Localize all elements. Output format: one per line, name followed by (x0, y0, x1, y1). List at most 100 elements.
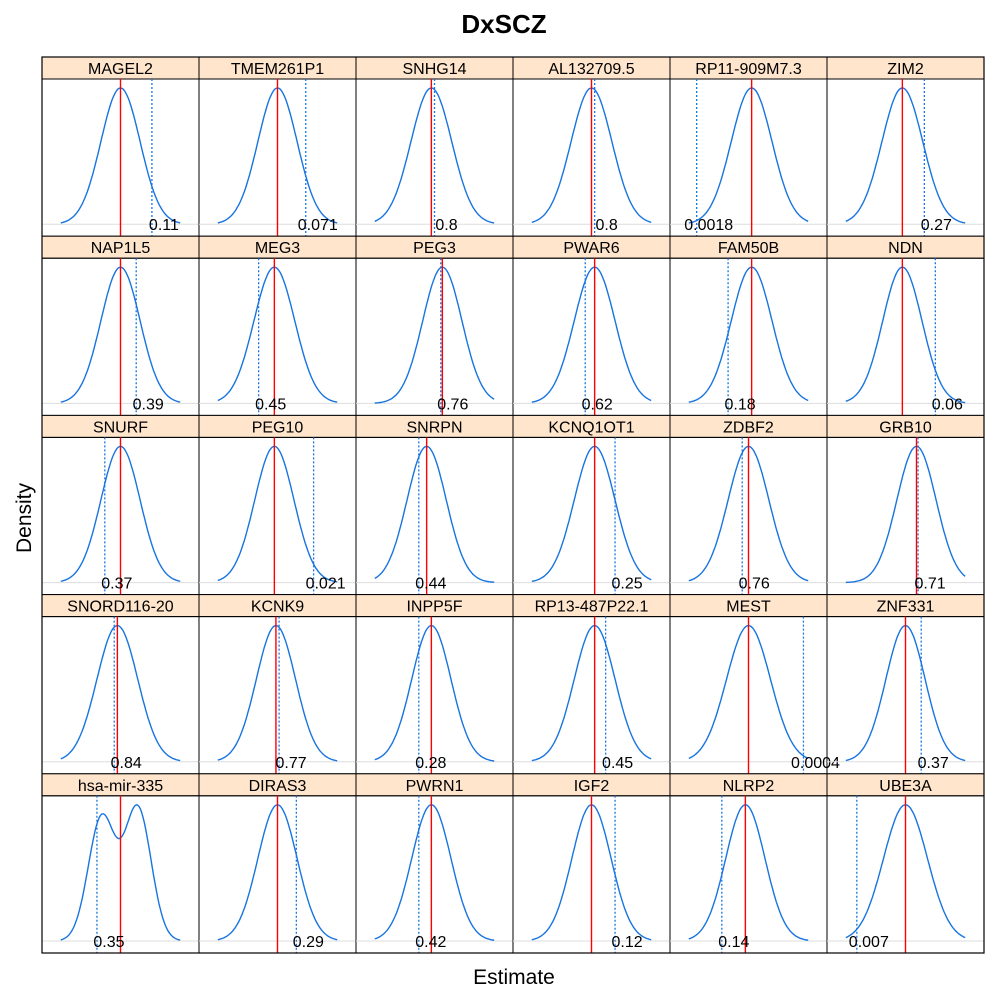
density-curve (374, 87, 495, 224)
panel-value-label: 0.28 (415, 755, 446, 772)
panel-strip-label: ZNF331 (877, 599, 935, 616)
panel-border (198, 257, 357, 416)
panel-value-label: 0.62 (582, 396, 613, 413)
panel-strip-label: SNHG14 (402, 61, 466, 78)
plot-frame (41, 56, 985, 954)
panel-grid: MAGEL20.11TMEM261P10.071SNHG140.8AL13270… (41, 56, 985, 954)
panel-value-label: 0.29 (293, 934, 324, 951)
panel-value-label: 0.0004 (791, 755, 840, 772)
density-curve (845, 266, 966, 404)
panel-value-label: 0.18 (725, 396, 756, 413)
density-curve (845, 445, 966, 584)
panel-KCNQ1OT1: KCNQ1OT1 0.25 (512, 414, 671, 596)
density-curve (217, 624, 338, 762)
density-curve (688, 266, 809, 403)
panel-value-label: 0.37 (918, 755, 949, 772)
panel-strip-label: GRB10 (879, 419, 932, 436)
panel-value-label: 0.45 (255, 396, 286, 413)
panel-value-label: 0.8 (596, 217, 618, 234)
panel-strip-label: DIRAS3 (249, 778, 307, 795)
x-axis-label: Estimate (473, 966, 555, 989)
panel-border (512, 436, 671, 596)
panel-strip-label: RP13-487P22.1 (535, 599, 649, 616)
panel-strip-label: PEG3 (413, 240, 456, 257)
panel-value-label: 0.84 (111, 755, 142, 772)
panel-border (355, 257, 514, 416)
panel-value-label: 0.0018 (684, 217, 733, 234)
panel-SNHG14: SNHG14 0.8 (355, 56, 514, 237)
panel-strip-label: SNORD116-20 (67, 599, 174, 616)
density-curve (60, 624, 181, 762)
panel-INPP5F: INPP5F 0.28 (355, 594, 514, 775)
panel-strip-label: PEG10 (252, 419, 304, 436)
panel-value-label: 0.007 (849, 934, 889, 951)
panel-value-label: 0.44 (415, 576, 446, 593)
panel-UBE3A: UBE3A 0.007 (826, 773, 985, 954)
density-curve (845, 87, 966, 224)
panel-strip-label: IGF2 (574, 778, 610, 795)
panel-value-label: 0.27 (921, 217, 952, 234)
panel-strip-label: NLRP2 (723, 778, 775, 795)
panel-SNRPN: SNRPN 0.44 (355, 414, 514, 596)
panel-SNORD116-20: SNORD116-20 0.84 (41, 594, 200, 775)
panel-value-label: 0.77 (275, 755, 306, 772)
panel-ZIM2: ZIM2 0.27 (826, 56, 985, 237)
panel-strip-label: NAP1L5 (91, 240, 151, 257)
panel-RP11-909M7.3: RP11-909M7.3 0.0018 (669, 56, 828, 237)
density-curve (688, 804, 809, 941)
panel-MEG3: MEG3 0.45 (198, 235, 357, 416)
panel-value-label: 0.76 (437, 396, 468, 413)
panel-value-label: 0.8 (435, 217, 457, 234)
density-curve (374, 624, 495, 762)
panel-ZNF331: ZNF331 0.37 (826, 594, 985, 775)
panel-value-label: 0.071 (298, 217, 338, 234)
panel-strip-label: RP11-909M7.3 (695, 61, 802, 78)
panel-PWAR6: PWAR6 0.62 (512, 235, 671, 416)
panel-strip-label: AL132709.5 (548, 61, 634, 78)
panel-strip-label: MEG3 (255, 240, 300, 257)
panel-strip-label: MAGEL2 (88, 61, 153, 78)
density-curve (531, 445, 652, 583)
panel-TMEM261P1: TMEM261P1 0.071 (198, 56, 357, 237)
panel-strip-label: PWRN1 (406, 778, 464, 795)
density-curve (374, 445, 495, 583)
panel-value-label: 0.35 (93, 934, 124, 951)
panel-hsa-mir-335: hsa-mir-335 0.35 (41, 773, 200, 954)
density-curve (688, 87, 809, 224)
panel-border (826, 78, 985, 237)
panel-PEG3: PEG3 0.76 (355, 235, 514, 416)
panel-strip-label: FAM50B (718, 240, 779, 257)
panel-AL132709.5: AL132709.5 0.8 (512, 56, 671, 237)
panel-value-label: 0.06 (932, 396, 963, 413)
panel-strip-label: hsa-mir-335 (78, 778, 163, 795)
panel-value-label: 0.76 (739, 576, 770, 593)
panel-value-label: 0.42 (415, 934, 446, 951)
panel-border (355, 616, 514, 775)
panel-value-label: 0.14 (718, 934, 749, 951)
panel-GRB10: GRB10 0.71 (826, 414, 985, 596)
panel-border (355, 795, 514, 954)
panel-DIRAS3: DIRAS3 0.29 (198, 773, 357, 954)
panel-value-label: 0.37 (101, 576, 132, 593)
panel-strip-label: KCNK9 (251, 599, 304, 616)
chart-title: DxSCZ (461, 9, 546, 39)
panel-strip-label: SNURF (93, 419, 148, 436)
panel-value-label: 0.12 (611, 934, 642, 951)
panel-FAM50B: FAM50B 0.18 (669, 235, 828, 416)
density-curve (374, 266, 495, 404)
panel-border (512, 616, 671, 775)
density-curve (374, 804, 495, 941)
panel-NAP1L5: NAP1L5 0.39 (41, 235, 200, 416)
panel-value-label: 0.71 (914, 576, 945, 593)
panel-strip-label: TMEM261P1 (231, 61, 324, 78)
panel-IGF2: IGF2 0.12 (512, 773, 671, 954)
panel-strip-label: NDN (888, 240, 923, 257)
panel-strip-label: INPP5F (406, 599, 462, 616)
panel-border (826, 257, 985, 416)
panel-border (198, 436, 357, 596)
panel-KCNK9: KCNK9 0.77 (198, 594, 357, 775)
panel-RP13-487P22.1: RP13-487P22.1 0.45 (512, 594, 671, 775)
panel-SNURF: SNURF 0.37 (41, 414, 200, 596)
panel-value-label: 0.25 (611, 576, 642, 593)
